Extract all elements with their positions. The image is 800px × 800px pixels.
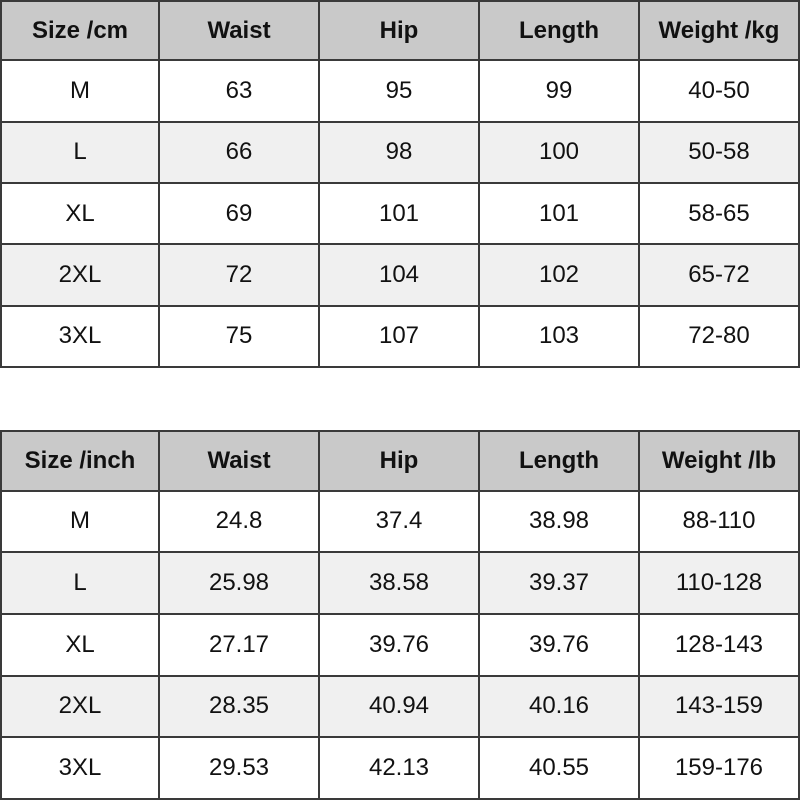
table-cell: 38.98 xyxy=(480,491,640,554)
header-cell: Weight /lb xyxy=(640,430,800,492)
table-cell: 99 xyxy=(480,61,640,123)
table-cell: XL xyxy=(0,615,160,677)
table-cell: 40.16 xyxy=(480,676,640,739)
table-cell: 101 xyxy=(320,184,480,246)
table-cell: 50-58 xyxy=(640,122,800,184)
table-cell: M xyxy=(0,491,160,554)
header-cell: Size /inch xyxy=(0,430,160,492)
header-cell: Waist xyxy=(160,0,320,62)
table-cell: 37.4 xyxy=(320,491,480,554)
table-cell: 2XL xyxy=(0,245,160,307)
table-cell: 98 xyxy=(320,122,480,184)
size-table-cm: Size /cm Waist Hip Length Weight /kg M 63 95 99 4… xyxy=(0,0,800,368)
table-cell: 72 xyxy=(160,245,320,307)
table-cell: 103 xyxy=(480,306,640,368)
size-table-inch: Size /inch Waist Hip Length Weight /lb M 24.8 3… xyxy=(0,430,800,800)
table-cell: 39.76 xyxy=(480,615,640,677)
table-cell: 2XL xyxy=(0,676,160,739)
table-cell: 65-72 xyxy=(640,245,800,307)
header-cell: Waist xyxy=(160,430,320,492)
table-cell: M xyxy=(0,61,160,123)
table-cell: 110-128 xyxy=(640,553,800,615)
table-cell: 3XL xyxy=(0,306,160,368)
table-cell: 63 xyxy=(160,61,320,123)
header-cell: Length xyxy=(480,0,640,62)
table-cell: 143-159 xyxy=(640,676,800,739)
header-cell: Hip xyxy=(320,430,480,492)
table-cell: 104 xyxy=(320,245,480,307)
table-cell: 40.55 xyxy=(480,738,640,800)
table-cell: 42.13 xyxy=(320,738,480,800)
table-cell: 58-65 xyxy=(640,184,800,246)
table-cell: 100 xyxy=(480,122,640,184)
table-cell: 88-110 xyxy=(640,491,800,554)
table-cell: 72-80 xyxy=(640,306,800,368)
table-cell: 38.58 xyxy=(320,553,480,615)
table-cell: 28.35 xyxy=(160,676,320,739)
table-cell: 128-143 xyxy=(640,615,800,677)
header-cell: Length xyxy=(480,430,640,492)
table-cell: 40.94 xyxy=(320,676,480,739)
table-cell: 102 xyxy=(480,245,640,307)
table-cell: 3XL xyxy=(0,738,160,800)
table-cell: 40-50 xyxy=(640,61,800,123)
table-cell: 39.37 xyxy=(480,553,640,615)
header-cell: Size /cm xyxy=(0,0,160,62)
table-cell: 159-176 xyxy=(640,738,800,800)
table-cell: XL xyxy=(0,184,160,246)
table-cell: 101 xyxy=(480,184,640,246)
table-cell: 69 xyxy=(160,184,320,246)
header-cell: Hip xyxy=(320,0,480,62)
header-cell: Weight /kg xyxy=(640,0,800,62)
table-cell: 75 xyxy=(160,306,320,368)
table-cell: 107 xyxy=(320,306,480,368)
table-cell: 25.98 xyxy=(160,553,320,615)
table-cell: 66 xyxy=(160,122,320,184)
table-cell: L xyxy=(0,553,160,615)
table-cell: 95 xyxy=(320,61,480,123)
table-cell: L xyxy=(0,122,160,184)
table-cell: 27.17 xyxy=(160,615,320,677)
table-cell: 29.53 xyxy=(160,738,320,800)
table-cell: 39.76 xyxy=(320,615,480,677)
table-cell: 24.8 xyxy=(160,491,320,554)
